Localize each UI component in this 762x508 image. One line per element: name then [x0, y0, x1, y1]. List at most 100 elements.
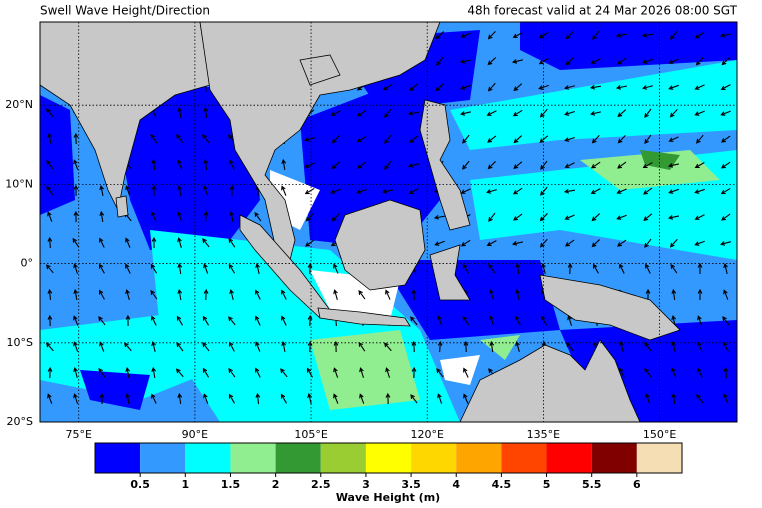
arrow [381, 189, 394, 194]
arrow [99, 210, 105, 223]
lat-label: 0° [21, 257, 34, 270]
arrow [125, 366, 131, 379]
arrow [333, 340, 339, 353]
arrow [151, 393, 157, 404]
arrow [73, 315, 79, 326]
arrow [671, 288, 677, 301]
arrow [98, 316, 106, 326]
valid-time: 48h forecast valid at 24 Mar 2026 08:00 … [467, 4, 737, 18]
arrow [592, 30, 600, 40]
lon-label: 90°E [182, 428, 208, 441]
arrow [176, 315, 184, 326]
arrow [694, 84, 705, 90]
colorbar-bin [365, 443, 412, 473]
arrow [434, 240, 445, 246]
colorbar-bin [501, 443, 547, 473]
arrow [668, 188, 679, 194]
colorbar-tick-label: 2 [272, 478, 280, 491]
colorbar-bin [411, 443, 457, 473]
arrow [667, 163, 680, 168]
arrow [411, 340, 417, 353]
arrow [694, 162, 705, 169]
arrow [202, 238, 210, 248]
arrow [671, 341, 676, 352]
arrow [670, 263, 678, 274]
arrow [73, 184, 79, 197]
arrow [382, 83, 393, 91]
arrow [228, 368, 236, 378]
arrow [229, 184, 235, 197]
arrow [73, 159, 79, 170]
arrow [460, 188, 471, 194]
arrow [331, 134, 340, 144]
arrow [722, 316, 730, 326]
arrow [73, 210, 79, 223]
arrow [515, 262, 521, 275]
arrow [513, 83, 523, 92]
arrow [723, 393, 729, 404]
arrow [281, 185, 287, 196]
arrow [435, 31, 445, 40]
arrow [410, 394, 418, 404]
arrow [669, 108, 678, 118]
arrow [411, 288, 417, 301]
arrow [645, 288, 651, 301]
arrow [487, 82, 496, 92]
arrow [462, 134, 470, 144]
arrow [125, 185, 131, 196]
colorbar-bin [230, 443, 276, 473]
arrow [385, 392, 391, 405]
arrow [228, 237, 236, 248]
arrow [333, 393, 339, 404]
arrow [99, 289, 105, 300]
lon-label: 120°E [410, 428, 443, 441]
arrow [202, 134, 210, 144]
arrow [723, 263, 728, 274]
arrow [437, 340, 443, 353]
arrow [460, 84, 471, 90]
map-frame [39, 21, 738, 423]
colorbar-tick-label: 4 [452, 478, 460, 491]
arrow [281, 158, 287, 171]
arrow [644, 238, 652, 248]
arrow [151, 366, 157, 379]
arrow [486, 189, 497, 194]
colorbar-tick-label: 1 [181, 478, 189, 491]
arrow [47, 132, 53, 145]
arrow [645, 263, 651, 274]
arrow [564, 214, 575, 220]
arrow [437, 315, 443, 326]
arrow [330, 110, 341, 116]
arrow [356, 109, 367, 117]
arrow [642, 85, 653, 90]
arrow [669, 238, 678, 248]
arrow [720, 187, 731, 195]
arrow [489, 315, 495, 326]
arrow [123, 342, 132, 352]
arrow [433, 214, 446, 220]
arrow [307, 314, 313, 327]
arrow [384, 108, 392, 118]
arrow [47, 314, 53, 327]
arrow [358, 290, 366, 300]
arrow [333, 263, 339, 274]
colorbar-tick-label: 1.5 [221, 478, 241, 491]
arrow [593, 263, 599, 274]
arrow [385, 289, 391, 300]
arrow [306, 367, 313, 378]
arrow [462, 315, 470, 326]
arrow [177, 237, 182, 248]
arrow [644, 342, 652, 352]
arrow [671, 392, 677, 405]
arrow [151, 341, 156, 352]
arrow [487, 135, 497, 143]
colorbar-bin [140, 443, 186, 473]
arrow [564, 110, 575, 116]
arrow [203, 158, 209, 171]
arrow [411, 366, 417, 379]
arrow [463, 393, 469, 404]
arrow [489, 340, 495, 353]
arrow [590, 111, 601, 116]
arrow [45, 108, 54, 118]
arrow [99, 392, 105, 405]
